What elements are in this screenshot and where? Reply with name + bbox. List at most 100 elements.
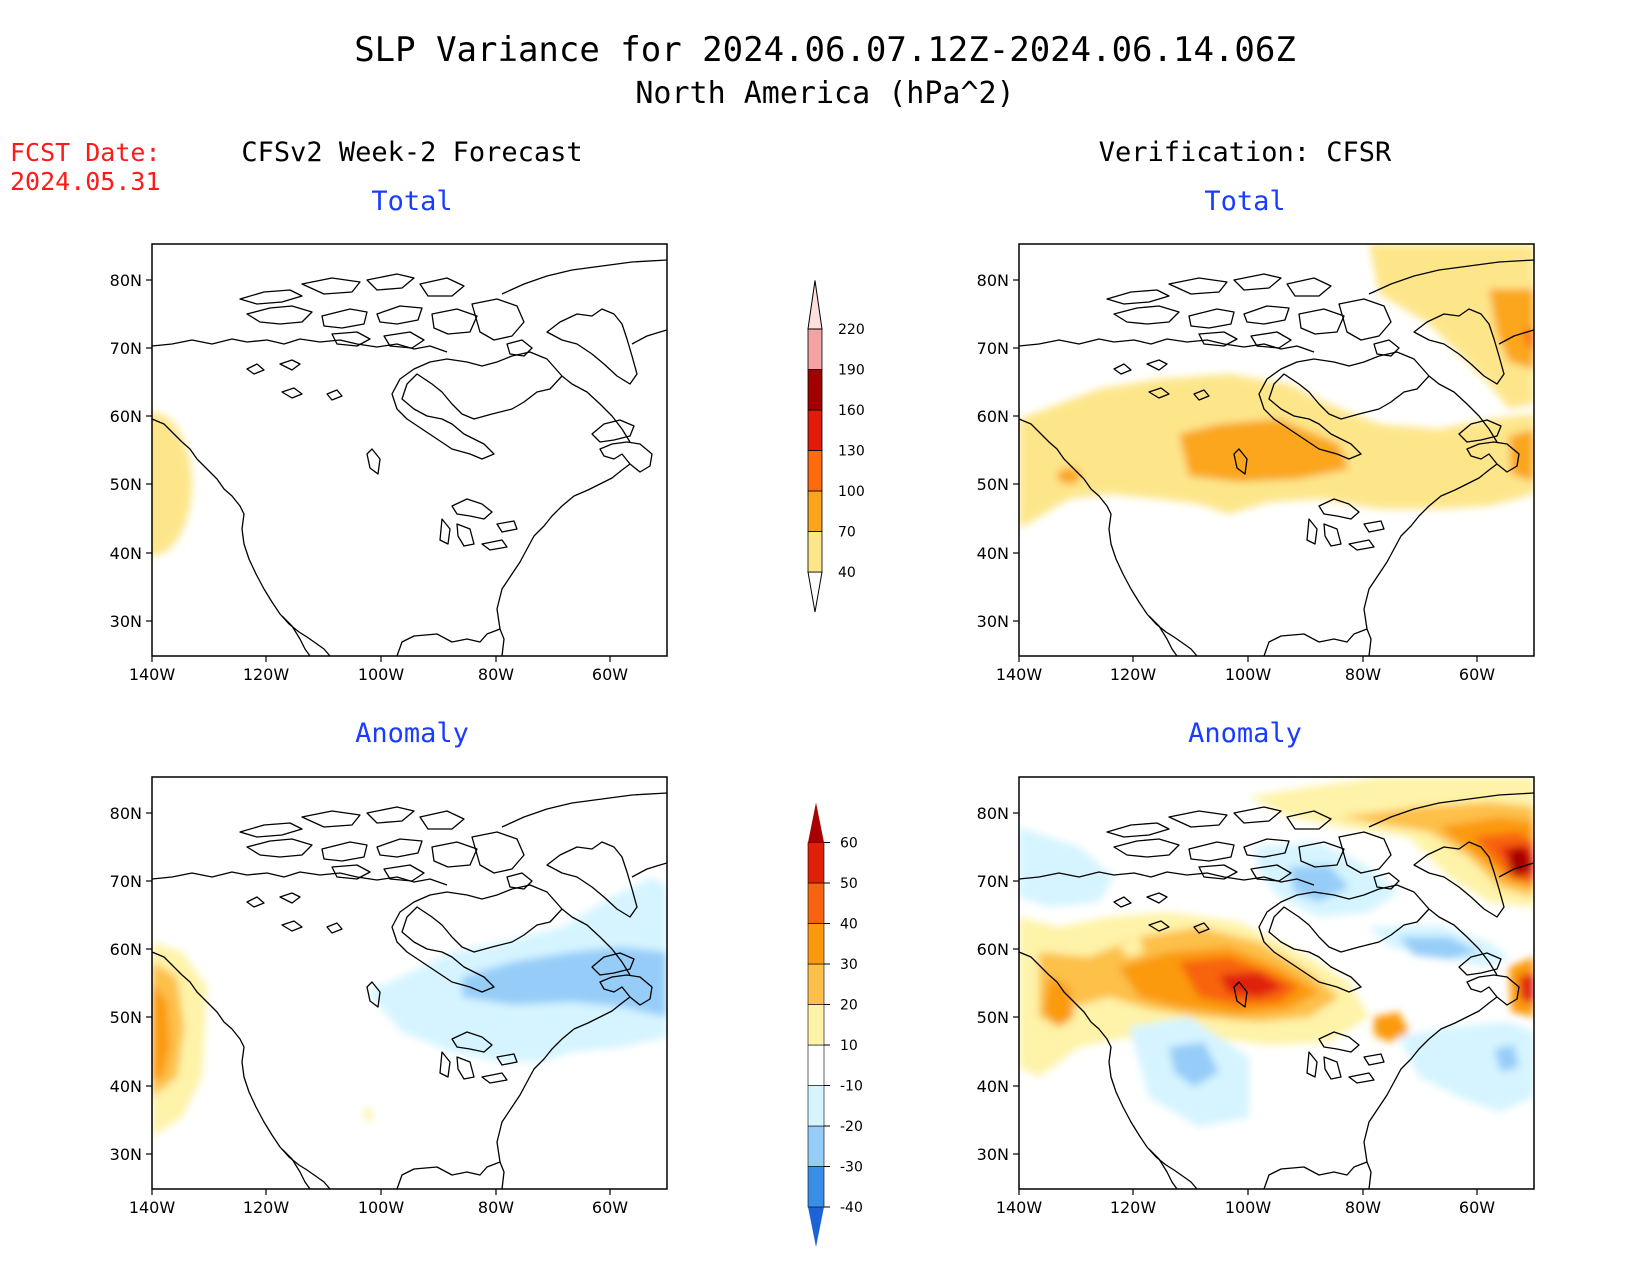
lon-tick-label: 140W [996, 1198, 1043, 1217]
colorbar-anomaly-swatch [807, 1166, 825, 1208]
colorbar-total-label: 130 [838, 444, 865, 460]
shading-forecast-anomaly [152, 877, 667, 1137]
colorbar-anomaly-swatch [807, 963, 825, 1005]
lon-tick-label: 100W [358, 665, 405, 684]
lat-tick-label: 80N [110, 271, 142, 290]
lat-tick-label: 50N [977, 1008, 1009, 1027]
colorbar-total-low-end [807, 571, 823, 613]
colorbar-total-label: 40 [838, 565, 856, 581]
lat-tick-label: 30N [977, 1145, 1009, 1164]
lon-tick-label: 140W [996, 665, 1043, 684]
column-title-verification: Verification: CFSR [1098, 137, 1392, 168]
lat-tick-label: 30N [977, 612, 1009, 631]
forecast-date-label: FCST Date: [10, 138, 161, 167]
lat-tick-label: 30N [110, 1145, 142, 1164]
forecast-date: FCST Date: 2024.05.31 [10, 138, 161, 196]
lat-tick-label: 60N [977, 407, 1009, 426]
lon-tick-label: 140W [129, 665, 176, 684]
lon-tick-label: 60W [592, 665, 628, 684]
colorbar-anomaly-low-end [808, 1207, 824, 1247]
colorbar-anomaly-label: 40 [840, 917, 858, 933]
panel-forecast-anomaly [151, 776, 668, 1190]
colorbar-anomaly-label: -20 [840, 1119, 863, 1135]
column-title-forecast: CFSv2 Week-2 Forecast [241, 137, 583, 168]
colorbar-total-label: 190 [838, 363, 865, 379]
lon-tick-label: 140W [129, 1198, 176, 1217]
lat-tick-label: 60N [110, 407, 142, 426]
colorbar-anomaly-label: -10 [840, 1079, 863, 1095]
lat-tick-label: 80N [977, 804, 1009, 823]
colorbar-total-swatch [807, 490, 823, 532]
colorbar-total-swatch [807, 369, 823, 411]
lat-tick-label: 50N [977, 475, 1009, 494]
shading-verification-anomaly [1019, 777, 1534, 1127]
lon-tick-label: 80W [1345, 665, 1381, 684]
lon-tick-label: 60W [1459, 665, 1495, 684]
colorbar-anomaly-label: 30 [840, 957, 858, 973]
colorbar-anomaly-high-end [808, 802, 824, 843]
axis-labels: 80N 70N 60N 50N 40N 30N 140W 120W 100W 80W 60W 80N 7… [110, 271, 1496, 1217]
colorbar-anomaly-swatch [807, 1044, 825, 1086]
lat-tick-label: 40N [977, 544, 1009, 563]
colorbar-anomaly-label: -40 [840, 1200, 863, 1216]
lat-tick-label: 50N [110, 1008, 142, 1027]
lon-tick-label: 80W [478, 1198, 514, 1217]
shading-verification-total [1019, 244, 1534, 529]
lat-tick-label: 70N [110, 339, 142, 358]
lon-tick-label: 100W [358, 1198, 405, 1217]
panel-title-forecast-anomaly: Anomaly [355, 718, 469, 749]
chart-subtitle: North America (hPa^2) [635, 76, 1015, 111]
forecast-date-value: 2024.05.31 [10, 167, 161, 196]
shading-forecast-total [152, 412, 192, 556]
lon-tick-label: 100W [1225, 1198, 1272, 1217]
lon-tick-label: 120W [1110, 1198, 1157, 1217]
colorbar-anomaly-label: 60 [840, 836, 858, 852]
colorbar-anomaly-swatch [807, 923, 825, 965]
panel-title-forecast-total: Total [371, 186, 453, 217]
colorbar-total-swatch [807, 409, 823, 451]
lat-tick-label: 70N [977, 339, 1009, 358]
panel-verification-total [1018, 243, 1535, 657]
lon-tick-label: 100W [1225, 665, 1272, 684]
colorbar-anomaly-swatch [807, 882, 825, 924]
colorbar-anomaly-label: 10 [840, 1038, 858, 1054]
colorbar-total-label: 160 [838, 403, 865, 419]
colorbar-total-swatch [807, 450, 823, 492]
colorbar-anomaly-label: -30 [840, 1160, 863, 1176]
colorbar-total-label: 70 [838, 525, 856, 541]
lat-tick-label: 60N [977, 940, 1009, 959]
colorbar-total: 40 70 100 130 160 190 220 [807, 280, 865, 613]
lon-tick-label: 80W [478, 665, 514, 684]
lon-tick-label: 120W [1110, 665, 1157, 684]
lon-tick-label: 120W [243, 1198, 290, 1217]
lon-tick-label: 60W [592, 1198, 628, 1217]
lat-tick-label: 40N [110, 544, 142, 563]
colorbar-total-label: 220 [838, 322, 865, 338]
colorbar-anomaly-swatch [807, 1125, 825, 1167]
panel-title-verification-total: Total [1204, 186, 1286, 217]
lat-tick-label: 40N [110, 1077, 142, 1096]
colorbar-total-swatch [807, 531, 823, 573]
colorbar-anomaly-label: 20 [840, 998, 858, 1014]
chart-title: SLP Variance for 2024.06.07.12Z-2024.06.… [354, 30, 1296, 70]
lat-tick-label: 70N [977, 872, 1009, 891]
lon-tick-label: 80W [1345, 1198, 1381, 1217]
colorbar-total-label: 100 [838, 484, 865, 500]
lon-tick-label: 120W [243, 665, 290, 684]
lat-tick-label: 80N [110, 804, 142, 823]
colorbar-anomaly-swatch [807, 842, 825, 884]
lat-tick-label: 60N [110, 940, 142, 959]
lat-tick-label: 70N [110, 872, 142, 891]
lat-tick-label: 50N [110, 475, 142, 494]
colorbar-anomaly-label: 50 [840, 876, 858, 892]
colorbar-anomaly: -40 -30 -20 -10 10 20 30 40 50 60 [807, 802, 863, 1247]
colorbar-anomaly-swatch [807, 1085, 825, 1127]
lat-tick-label: 40N [977, 1077, 1009, 1096]
colorbar-anomaly-swatch [807, 1004, 825, 1046]
panel-title-verification-anomaly: Anomaly [1188, 718, 1302, 749]
colorbar-total-swatch [807, 328, 823, 370]
lat-tick-label: 30N [110, 612, 142, 631]
colorbar-total-high-end [807, 280, 823, 330]
panel-verification-anomaly [1018, 776, 1535, 1190]
